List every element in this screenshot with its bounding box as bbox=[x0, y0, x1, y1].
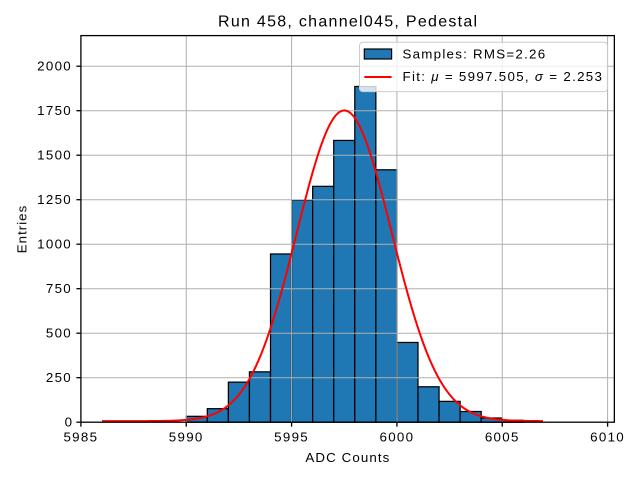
svg-text:Fit: μ = 5997.505, σ = 2.253: Fit: μ = 5997.505, σ = 2.253 bbox=[403, 69, 604, 84]
svg-text:500: 500 bbox=[46, 326, 72, 341]
svg-text:5995: 5995 bbox=[274, 429, 309, 444]
svg-text:0: 0 bbox=[65, 415, 72, 430]
svg-text:750: 750 bbox=[46, 281, 72, 296]
svg-text:Run 458, channel045, Pedestal: Run 458, channel045, Pedestal bbox=[218, 13, 478, 30]
svg-text:1000: 1000 bbox=[37, 237, 72, 252]
svg-text:Entries: Entries bbox=[14, 205, 29, 253]
svg-text:1250: 1250 bbox=[37, 192, 72, 207]
svg-text:6010: 6010 bbox=[590, 429, 625, 444]
svg-text:ADC Counts: ADC Counts bbox=[305, 450, 390, 465]
svg-text:6000: 6000 bbox=[379, 429, 414, 444]
svg-text:6005: 6005 bbox=[485, 429, 520, 444]
svg-text:1500: 1500 bbox=[37, 148, 72, 163]
svg-text:5985: 5985 bbox=[63, 429, 98, 444]
svg-text:5990: 5990 bbox=[169, 429, 204, 444]
svg-text:1750: 1750 bbox=[37, 103, 72, 118]
svg-text:250: 250 bbox=[46, 370, 72, 385]
svg-text:Samples: RMS=2.26: Samples: RMS=2.26 bbox=[403, 47, 547, 62]
svg-text:2000: 2000 bbox=[37, 59, 72, 74]
